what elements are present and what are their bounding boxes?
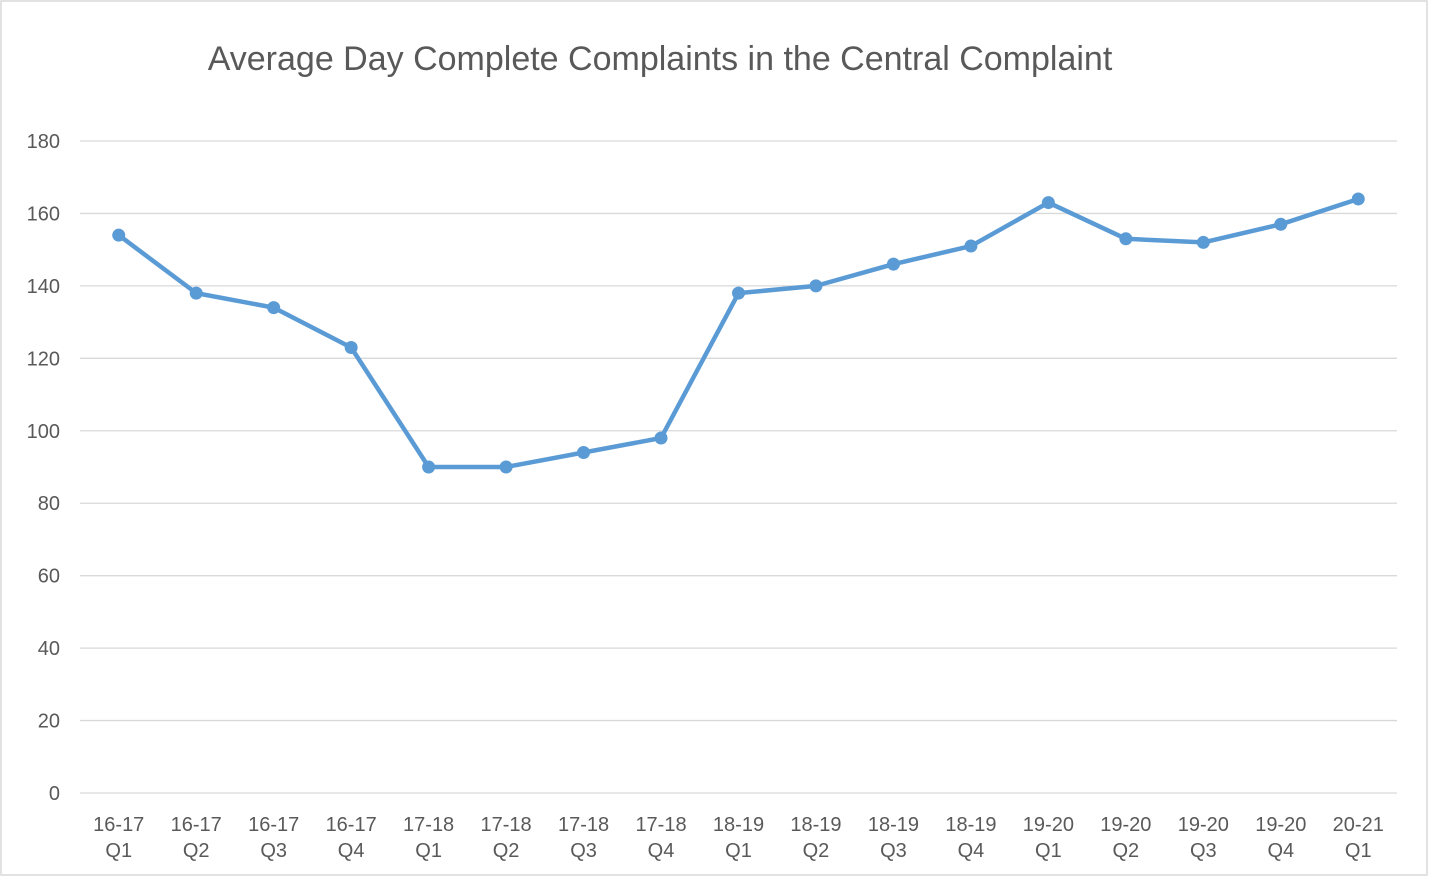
x-tick-label: 16-17 Q4: [326, 814, 377, 862]
marker: [809, 279, 823, 293]
y-tick-label: 20: [38, 711, 60, 733]
x-tick-label: 17-18 Q2: [481, 814, 532, 862]
marker: [964, 239, 978, 253]
marker: [732, 286, 745, 300]
y-tick-label: 160: [27, 203, 60, 225]
x-tick-label: 17-18 Q4: [635, 814, 686, 862]
marker: [654, 431, 668, 445]
y-tick-label: 60: [38, 566, 60, 588]
x-tick-label: 16-17 Q2: [171, 814, 222, 862]
y-tick-label: 40: [38, 638, 60, 660]
x-tick-label: 17-18 Q1: [403, 814, 454, 862]
marker: [1041, 196, 1055, 210]
x-tick-label: 17-18 Q3: [558, 814, 609, 862]
marker: [112, 228, 126, 242]
x-tick-label: 19-20 Q1: [1023, 814, 1074, 862]
marker: [1274, 217, 1288, 231]
x-tick-label: 19-20 Q2: [1100, 814, 1151, 862]
x-tick-label: 18-19 Q1: [713, 814, 764, 862]
x-tick-label: 19-20 Q4: [1255, 814, 1306, 862]
x-tick-label: 20-21 Q1: [1333, 814, 1384, 862]
marker: [189, 286, 203, 300]
y-tick-label: 100: [27, 421, 60, 443]
y-tick-label: 0: [49, 783, 60, 805]
x-tick-label: 18-19 Q4: [945, 814, 996, 862]
marker: [344, 340, 358, 354]
x-tick-label: 19-20 Q3: [1178, 814, 1229, 862]
x-tick-label: 16-17 Q1: [93, 814, 144, 862]
x-tick-label: 18-19 Q3: [868, 814, 919, 862]
marker: [1196, 235, 1210, 249]
y-tick-label: 140: [27, 276, 60, 298]
marker: [267, 301, 281, 315]
marker: [422, 460, 436, 474]
y-tick-label: 120: [27, 348, 60, 370]
marker: [499, 460, 513, 474]
x-tick-label: 16-17 Q3: [248, 814, 299, 862]
marker: [1351, 192, 1365, 206]
y-tick-label: 80: [38, 493, 60, 515]
x-tick-label: 18-19 Q2: [790, 814, 841, 862]
y-tick-label: 180: [27, 131, 60, 153]
marker: [1119, 232, 1133, 246]
chart-title: Average Day Complete Complaints in the C…: [208, 40, 1113, 78]
marker: [577, 446, 591, 460]
marker: [886, 257, 900, 271]
